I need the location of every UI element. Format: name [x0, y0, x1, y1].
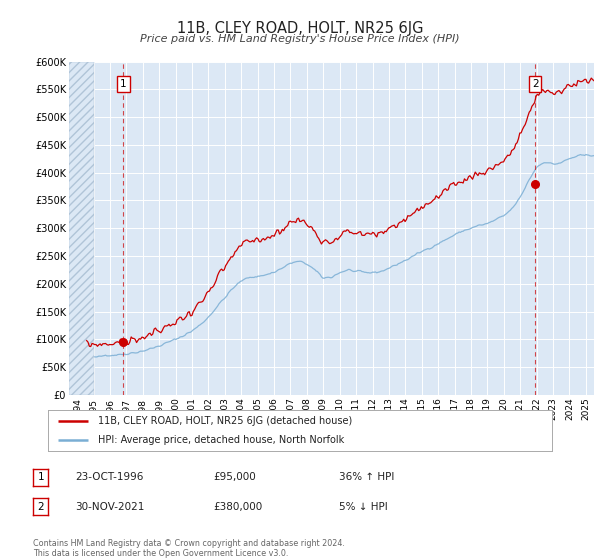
Text: 1: 1	[37, 472, 44, 482]
Text: 5% ↓ HPI: 5% ↓ HPI	[339, 502, 388, 512]
Text: 36% ↑ HPI: 36% ↑ HPI	[339, 472, 394, 482]
Text: Contains HM Land Registry data © Crown copyright and database right 2024.
This d: Contains HM Land Registry data © Crown c…	[33, 539, 345, 558]
Text: £380,000: £380,000	[213, 502, 262, 512]
Text: 1: 1	[120, 79, 127, 89]
Text: Price paid vs. HM Land Registry's House Price Index (HPI): Price paid vs. HM Land Registry's House …	[140, 34, 460, 44]
Text: £95,000: £95,000	[213, 472, 256, 482]
Text: 23-OCT-1996: 23-OCT-1996	[75, 472, 143, 482]
Text: 2: 2	[532, 79, 539, 89]
Bar	[69, 62, 94, 395]
Text: 2: 2	[37, 502, 44, 512]
Text: 11B, CLEY ROAD, HOLT, NR25 6JG: 11B, CLEY ROAD, HOLT, NR25 6JG	[177, 21, 423, 36]
Text: 11B, CLEY ROAD, HOLT, NR25 6JG (detached house): 11B, CLEY ROAD, HOLT, NR25 6JG (detached…	[98, 417, 353, 426]
Text: 30-NOV-2021: 30-NOV-2021	[75, 502, 145, 512]
Text: HPI: Average price, detached house, North Norfolk: HPI: Average price, detached house, Nort…	[98, 435, 344, 445]
